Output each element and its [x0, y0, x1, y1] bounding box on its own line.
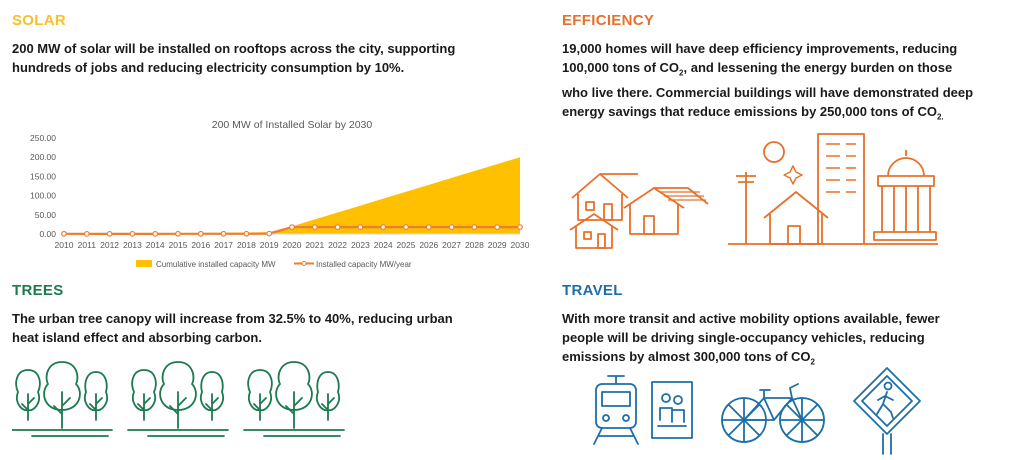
y-tick-label: 250.00	[30, 133, 56, 143]
trees-section: TREES The urban tree canopy will increas…	[12, 282, 502, 347]
travel-heading: TRAVEL	[562, 282, 623, 299]
efficiency-text-line-4: energy savings that reduce emissions by …	[562, 102, 1002, 127]
legend-swatch-marker	[301, 261, 307, 266]
x-tick-label: 2015	[169, 240, 188, 250]
solar-heading: SOLAR	[12, 12, 66, 29]
x-tick-label: 2030	[511, 240, 530, 250]
line-series-point	[403, 224, 409, 230]
x-tick-label: 2022	[328, 240, 347, 250]
line-series-point	[357, 224, 364, 230]
efficiency-line-4a: energy savings that reduce emissions by …	[562, 103, 937, 119]
line-series-point	[289, 224, 295, 230]
efficiency-section: EFFICIENCY 19,000 homes will have deep e…	[562, 12, 1002, 126]
efficiency-line-2-sub: 2	[679, 68, 684, 78]
efficiency-text: 19,000 homes will have deep efficiency i…	[562, 39, 1002, 126]
efficiency-line-2a: 100,000 tons of CO	[562, 60, 680, 75]
travel-section: TRAVEL With more transit and active mobi…	[562, 282, 1002, 372]
solar-text-line-2: hundreds of jobs and reducing electricit…	[12, 60, 405, 75]
line-series-point	[175, 230, 181, 237]
efficiency-line-4-sub: 2.	[936, 112, 944, 122]
x-tick-label: 2017	[214, 240, 233, 250]
y-tick-label: 200.00	[30, 152, 56, 162]
line-series-point	[494, 224, 501, 230]
x-tick-label: 2027	[442, 240, 461, 250]
x-tick-label: 2016	[191, 240, 210, 250]
trees-text-line-1: The urban tree canopy will increase from…	[12, 311, 453, 326]
x-tick-label: 2023	[351, 240, 370, 250]
travel-text-line-1: With more transit and active mobility op…	[562, 311, 940, 326]
x-tick-label: 2028	[465, 240, 484, 250]
trees-text: The urban tree canopy will increase from…	[12, 309, 502, 347]
line-series-point	[448, 224, 455, 230]
solar-text: 200 MW of solar will be installed on roo…	[12, 39, 502, 77]
line-series-point	[425, 224, 432, 230]
x-tick-label: 2018	[237, 240, 256, 250]
travel-line-3-sub: 2	[810, 357, 815, 367]
x-tick-label: 2026	[419, 240, 438, 250]
y-tick-label: 100.00	[30, 191, 56, 201]
line-series-point	[471, 224, 478, 230]
line-series-point	[380, 224, 387, 230]
x-tick-label: 2013	[123, 240, 142, 250]
x-tick-label: 2012	[100, 240, 119, 250]
legend-label-line: Installed capacity MW/year	[316, 260, 412, 269]
y-tick-label: 50.00	[35, 210, 57, 220]
bus-stop-icon	[651, 381, 693, 439]
solar-text-line-1: 200 MW of solar will be installed on roo…	[12, 41, 456, 56]
x-tick-label: 2014	[146, 240, 165, 250]
travel-text-line-2: people will be driving single-occupancy …	[562, 330, 925, 345]
line-series-point	[197, 230, 204, 237]
line-series-point	[266, 230, 273, 237]
efficiency-heading: EFFICIENCY	[562, 12, 655, 29]
travel-line-3a: emissions by almost 300,000 tons of CO	[562, 349, 811, 364]
train-icon	[593, 375, 639, 445]
line-series-point	[220, 230, 227, 237]
legend-label-area: Cumulative installed capacity MW	[156, 260, 276, 269]
y-tick-label: 0.00	[39, 229, 56, 239]
line-series-point	[61, 230, 67, 237]
line-series-point	[311, 224, 318, 230]
line-series-point	[129, 230, 136, 237]
travel-text-line-3: emissions by almost 300,000 tons of CO2	[562, 347, 1002, 372]
trees-text-line-2: heat island effect and absorbing carbon.	[12, 330, 262, 345]
line-series-point	[106, 230, 113, 237]
solar-chart: 200 MW of Installed Solar by 2030 0.00 50.…	[30, 119, 530, 269]
x-tick-label: 2029	[488, 240, 507, 250]
bicycle-icon	[721, 383, 825, 443]
line-series-point	[83, 230, 90, 237]
y-tick-label: 150.00	[30, 171, 56, 181]
efficiency-text-line-1: 19,000 homes will have deep efficiency i…	[562, 41, 958, 56]
line-series-point	[517, 224, 523, 230]
area-series-cumulative	[64, 157, 520, 234]
line-series-point	[243, 230, 250, 237]
x-tick-label: 2024	[374, 240, 393, 250]
efficiency-text-line-3: who live there. Commercial buildings wil…	[562, 84, 974, 100]
x-tick-label: 2019	[260, 240, 279, 250]
houses-icon	[569, 173, 709, 249]
pedestrian-sign-icon	[853, 367, 921, 455]
chart-title: 200 MW of Installed Solar by 2030	[212, 119, 373, 131]
line-series-point	[334, 224, 341, 230]
x-tick-label: 2021	[305, 240, 324, 250]
tree-group-icon	[12, 361, 345, 437]
efficiency-text-line-2: 100,000 tons of CO2, and lessening the e…	[562, 58, 1002, 83]
line-series-point	[152, 230, 159, 237]
x-tick-label: 2020	[283, 240, 302, 250]
city-buildings-icon	[728, 133, 938, 245]
solar-section: SOLAR 200 MW of solar will be installed …	[12, 12, 530, 269]
travel-text: With more transit and active mobility op…	[562, 309, 1002, 372]
efficiency-line-2b: , and lessening the energy burden on tho…	[683, 60, 953, 75]
trees-heading: TREES	[12, 282, 64, 299]
x-tick-label: 2011	[78, 240, 97, 250]
x-tick-label: 2025	[397, 240, 416, 250]
legend-swatch-area	[136, 260, 152, 267]
x-tick-label: 2010	[55, 240, 74, 250]
